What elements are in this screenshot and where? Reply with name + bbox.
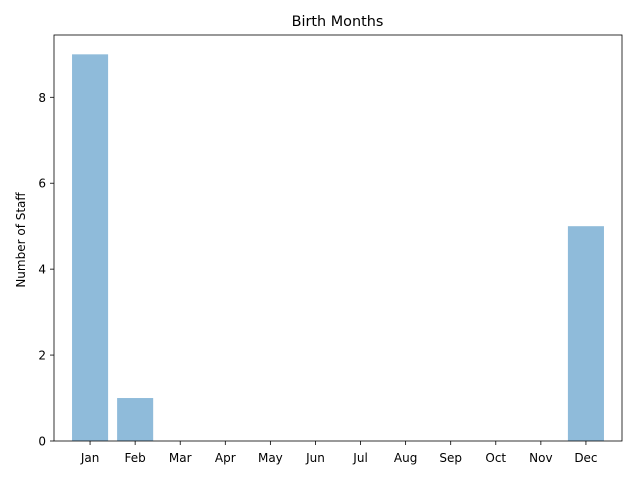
y-tick-label: 4 <box>38 263 46 277</box>
x-tick-label: May <box>258 451 283 465</box>
x-tick-label: Aug <box>394 451 417 465</box>
y-tick-label: 2 <box>38 349 46 363</box>
bar-feb <box>117 398 154 441</box>
y-tick-label: 8 <box>38 91 46 105</box>
x-tick-label: Apr <box>215 451 236 465</box>
bars-group <box>72 54 604 441</box>
x-tick-label: Feb <box>125 451 146 465</box>
x-tick-label: Mar <box>169 451 192 465</box>
bar-jan <box>72 54 109 441</box>
plot-area-frame <box>53 34 623 442</box>
x-tick-label: Jun <box>305 451 325 465</box>
x-tick-label: Sep <box>439 451 462 465</box>
x-tick-label: Nov <box>529 451 552 465</box>
y-axis-label: Number of Staff <box>14 192 28 288</box>
x-ticks-group: Jan Feb Mar Apr May Jun Jul Aug Sep Oct Nov Dec <box>80 441 598 465</box>
chart-title: Birth Months <box>292 14 384 30</box>
y-tick-label: 0 <box>38 435 46 449</box>
x-tick-label: Oct <box>485 451 506 465</box>
y-tick-label: 6 <box>38 177 46 191</box>
x-tick-label: Jan <box>80 451 100 465</box>
x-tick-label: Jul <box>352 451 367 465</box>
bar-dec <box>567 226 604 441</box>
y-ticks-group: 0 2 4 6 8 <box>38 91 54 449</box>
x-tick-label: Dec <box>574 451 597 465</box>
